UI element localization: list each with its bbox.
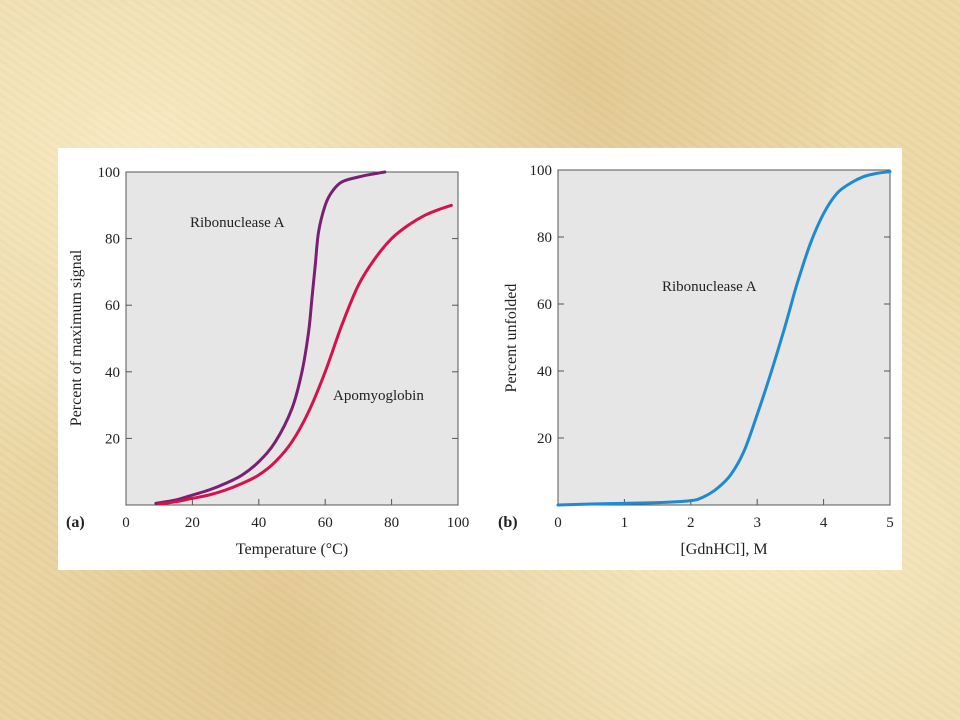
plot-area [125, 171, 459, 506]
plot-area [557, 169, 891, 506]
figure-panel: 0 20 40 60 80 100 20 40 60 80 100 Temperature (°C) P… [58, 148, 902, 570]
panel-label: (a) [66, 514, 85, 531]
chart-panel-b: 0 1 2 3 4 5 20 40 60 80 100 [GdnHCl], M Percent unfo… [498, 163, 894, 558]
x-tick-label: 0 [554, 515, 562, 531]
x-axis-title: [GdnHCl], M [680, 541, 767, 558]
y-tick-label: 100 [530, 163, 553, 179]
y-tick-label: 20 [105, 431, 120, 447]
y-tick-label: 80 [537, 230, 552, 246]
x-tick-label: 60 [318, 515, 333, 531]
x-tick-label: 5 [886, 515, 894, 531]
series-label-ribonuclease-a: Ribonuclease A [662, 279, 757, 295]
y-axis-title: Percent of maximum signal [68, 249, 85, 426]
series-line-apomyoglobin [157, 203, 453, 506]
y-tick-label: 60 [537, 297, 552, 313]
y-tick-label: 80 [105, 232, 120, 248]
series-label-ribonuclease-a: Ribonuclease A [190, 215, 285, 231]
series-line-ribonuclease-a [154, 170, 387, 505]
x-tick-label: 3 [753, 515, 761, 531]
series-label-apomyoglobin: Apomyoglobin [333, 388, 424, 404]
x-axis-title: Temperature (°C) [236, 541, 348, 558]
y-tick-label: 60 [105, 298, 120, 314]
x-tick-label: 2 [687, 515, 695, 531]
x-tick-label: 20 [185, 515, 200, 531]
y-axis-title: Percent unfolded [503, 284, 520, 393]
x-tick-label: 1 [621, 515, 629, 531]
series-line-ribonuclease-a [556, 170, 892, 507]
x-tick-label: 40 [251, 515, 266, 531]
y-tick-label: 20 [537, 431, 552, 447]
panel-label: (b) [498, 514, 518, 531]
x-tick-label: 0 [122, 515, 130, 531]
x-tick-label: 4 [820, 515, 828, 531]
x-tick-label: 100 [447, 515, 470, 531]
chart-panel-a: 0 20 40 60 80 100 20 40 60 80 100 Temperature (°C) P… [66, 165, 469, 558]
y-tick-label: 40 [537, 364, 552, 380]
y-tick-label: 100 [98, 165, 121, 181]
x-tick-label: 80 [384, 515, 399, 531]
y-tick-label: 40 [105, 365, 120, 381]
